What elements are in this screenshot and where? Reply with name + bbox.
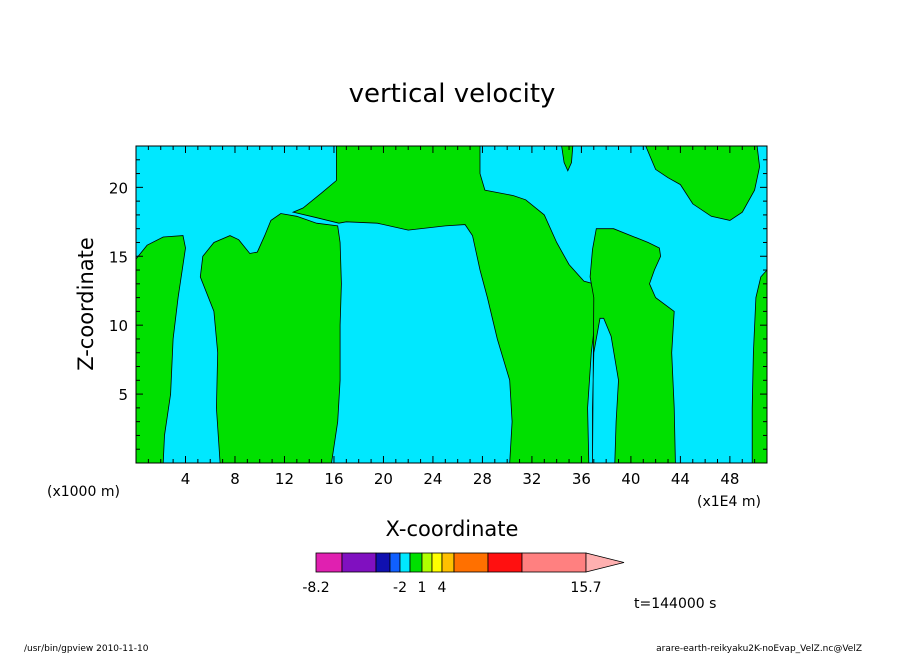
colorbar-segment (315, 552, 343, 573)
colorbar-segment (521, 552, 587, 573)
colorbar-tick-label: -2 (393, 580, 407, 596)
x-tick-label: 24 (423, 470, 442, 488)
positive-velocity-regions (135, 145, 768, 464)
colorbar (315, 552, 625, 573)
x-tick-label: 32 (522, 470, 541, 488)
positive-region-top-band (291, 145, 600, 464)
x-unit-right: (x1E4 m) (697, 494, 761, 510)
colorbar-arrow (585, 552, 625, 573)
time-label: t=144000 s (634, 596, 716, 612)
colorbar-tick-label: 4 (438, 580, 447, 596)
y-tick-label: 20 (109, 179, 128, 197)
x-tick-label: 12 (275, 470, 294, 488)
colorbar-tick-label: 15.7 (570, 580, 601, 596)
y-tick-label: 15 (109, 248, 128, 266)
colorbar-segment (421, 552, 433, 573)
colorbar-labels: -8.2 -2 1 4 15.7 (302, 580, 601, 596)
contour-plot (135, 145, 768, 464)
x-tick-label: 16 (324, 470, 343, 488)
x-tick-label: 8 (230, 470, 240, 488)
footer-right: arare-earth-reikyaku2K-noEvap_VelZ.nc@Ve… (656, 644, 862, 654)
x-tick-label: 48 (720, 470, 739, 488)
colorbar-segment (441, 552, 455, 573)
colorbar-segment (389, 552, 401, 573)
positive-region-top-right (645, 145, 761, 221)
x-axis-label: X-coordinate (386, 517, 519, 541)
x-unit-left: (x1000 m) (47, 484, 120, 500)
y-axis-ticks: 5 10 15 20 (109, 159, 767, 450)
positive-region-center-left (199, 213, 342, 464)
positive-region-center-right (589, 228, 676, 464)
x-tick-label: 36 (572, 470, 591, 488)
colorbar-tick-label: 1 (418, 580, 427, 596)
colorbar-tick-label: -8.2 (302, 580, 329, 596)
colorbar-segment (431, 552, 443, 573)
colorbar-segment (399, 552, 411, 573)
colorbar-segment (409, 552, 423, 573)
y-axis-label: Z-coordinate (74, 237, 98, 371)
chart-title: vertical velocity (349, 79, 556, 109)
plot-frame (135, 145, 768, 464)
x-tick-label: 44 (671, 470, 690, 488)
y-tick-label: 10 (109, 317, 128, 335)
footer-left: /usr/bin/gpview 2010-11-10 (24, 644, 149, 654)
x-tick-label: 20 (374, 470, 393, 488)
x-tick-label: 4 (181, 470, 191, 488)
colorbar-segment (341, 552, 377, 573)
y-tick-label: 5 (118, 386, 128, 404)
colorbar-segment (453, 552, 489, 573)
colorbar-segment (375, 552, 391, 573)
x-axis-ticks: 4 8 12 16 20 24 28 32 36 40 44 48 (147, 146, 756, 488)
x-tick-label: 40 (621, 470, 640, 488)
positive-region-left (135, 235, 186, 464)
x-tick-label: 28 (473, 470, 492, 488)
colorbar-segment (487, 552, 523, 573)
